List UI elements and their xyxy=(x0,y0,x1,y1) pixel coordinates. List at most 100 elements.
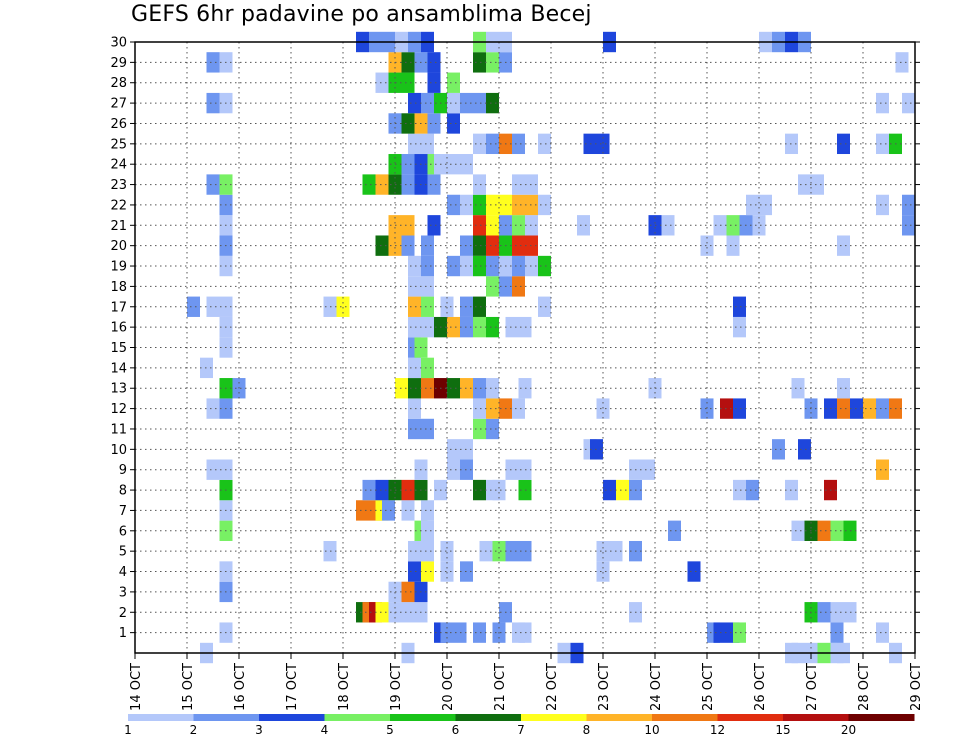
colorbar-swatch xyxy=(848,714,915,721)
heatmap-cell xyxy=(473,255,486,277)
y-tick-label: 9 xyxy=(119,463,127,478)
colorbar-legend: 1 2 3 4 5 6 7 8 10 12 15 20 xyxy=(124,714,915,737)
heatmap-cell xyxy=(401,72,415,93)
heatmap-cell xyxy=(603,479,616,501)
heatmap-cell xyxy=(447,113,460,134)
heatmap-cell xyxy=(408,255,421,277)
heatmap-cell xyxy=(421,500,434,521)
heatmap-cell xyxy=(206,52,220,73)
heatmap-cell xyxy=(830,602,844,623)
heatmap-cell xyxy=(486,133,499,155)
heatmap-cell xyxy=(447,154,460,175)
heatmap-cell xyxy=(375,174,389,195)
heatmap-cell xyxy=(902,194,915,216)
x-tick-label: 15 OCT xyxy=(181,663,196,711)
heatmap-cell xyxy=(336,296,350,317)
heatmap-cell xyxy=(408,561,421,582)
heatmap-cell xyxy=(408,296,421,317)
heatmap-cell xyxy=(421,540,434,562)
heatmap-cell xyxy=(876,92,889,114)
heatmap-cell xyxy=(577,215,590,236)
x-tick-label: 23 OCT xyxy=(597,663,612,711)
heatmap-cell xyxy=(408,378,421,399)
y-tick-label: 5 xyxy=(119,545,127,560)
heatmap-cell xyxy=(421,235,434,256)
x-tick-label: 17 OCT xyxy=(285,663,300,711)
heatmap-cell xyxy=(362,174,376,195)
y-tick-label: 1 xyxy=(119,626,127,641)
y-tick-label: 8 xyxy=(119,484,127,499)
heatmap-cell xyxy=(375,235,389,256)
heatmap-cell xyxy=(421,133,434,155)
heatmap-cell xyxy=(616,479,629,501)
heatmap-cell xyxy=(687,561,701,582)
heatmap-cell xyxy=(726,235,740,256)
colorbar-swatch xyxy=(783,714,849,721)
colorbar-label: 4 xyxy=(321,723,329,737)
x-tick-label: 24 OCT xyxy=(649,663,664,711)
colorbar-label: 5 xyxy=(386,723,394,737)
x-tick-label: 25 OCT xyxy=(701,663,716,711)
heatmap-cell xyxy=(817,520,831,541)
x-tick-label: 29 OCT xyxy=(909,663,924,711)
heatmap-cell xyxy=(473,316,486,338)
heatmap-cell xyxy=(401,113,415,134)
heatmap-cell xyxy=(473,479,486,501)
heatmap-cell xyxy=(902,92,915,114)
heatmap-cell xyxy=(492,540,506,562)
heatmap-cell xyxy=(791,378,805,399)
heatmap-cell xyxy=(440,540,454,562)
y-tick-label: 22 xyxy=(110,198,127,213)
heatmap-cell xyxy=(362,479,376,501)
colorbar-swatch xyxy=(324,714,391,721)
heatmap-cell xyxy=(505,540,519,562)
heatmap-cell xyxy=(837,378,850,399)
heatmap-cell xyxy=(427,113,441,134)
y-tick-label: 6 xyxy=(119,524,127,539)
heatmap-cell xyxy=(473,235,486,256)
heatmap-cell xyxy=(187,296,200,317)
x-tick-label: 26 OCT xyxy=(753,663,768,711)
heatmap-cell xyxy=(668,520,681,541)
y-tick-label: 2 xyxy=(119,606,127,621)
heatmap-cell xyxy=(427,215,441,236)
heatmap-cell xyxy=(447,72,460,93)
heatmap-cell xyxy=(538,133,551,155)
heatmap-cell xyxy=(206,398,220,419)
heatmap-cell xyxy=(421,316,434,338)
y-tick-label: 17 xyxy=(110,300,127,315)
heatmap-cell xyxy=(447,316,460,338)
heatmap-cell xyxy=(206,296,220,317)
heatmap-cell xyxy=(427,52,441,73)
heatmap-cell xyxy=(473,296,486,317)
colorbar-label: 10 xyxy=(644,723,659,737)
y-tick-label: 19 xyxy=(110,260,127,275)
heatmap-cell xyxy=(538,255,551,277)
heatmap-cell xyxy=(538,296,551,317)
y-tick-label: 16 xyxy=(110,321,127,336)
y-tick-label: 12 xyxy=(110,402,127,417)
heatmap-cell xyxy=(772,439,785,460)
heatmap-cell xyxy=(486,235,499,256)
heatmap-cell xyxy=(401,154,415,175)
heatmap-cell xyxy=(401,479,415,501)
y-tick-label: 25 xyxy=(110,137,127,152)
heatmap-cell xyxy=(837,133,850,155)
heatmap-cell xyxy=(876,194,889,216)
heatmap-cell xyxy=(876,398,889,419)
heatmap-cell xyxy=(876,133,889,155)
heatmap-cell xyxy=(401,500,415,521)
heatmap-cell xyxy=(421,296,434,317)
heatmap-cell xyxy=(733,479,746,501)
heatmap-cell xyxy=(473,133,486,155)
heatmap-cell xyxy=(791,520,805,541)
heatmap-cell xyxy=(440,296,454,317)
heatmap-cell xyxy=(447,439,460,460)
heatmap-cell xyxy=(421,357,434,379)
heatmap-cell xyxy=(473,215,486,236)
colorbar-swatch xyxy=(455,714,522,721)
heatmap-cell xyxy=(408,398,421,419)
heatmap-cell xyxy=(733,398,746,419)
heatmap-cell xyxy=(408,92,421,114)
heatmap-cell xyxy=(473,378,486,399)
